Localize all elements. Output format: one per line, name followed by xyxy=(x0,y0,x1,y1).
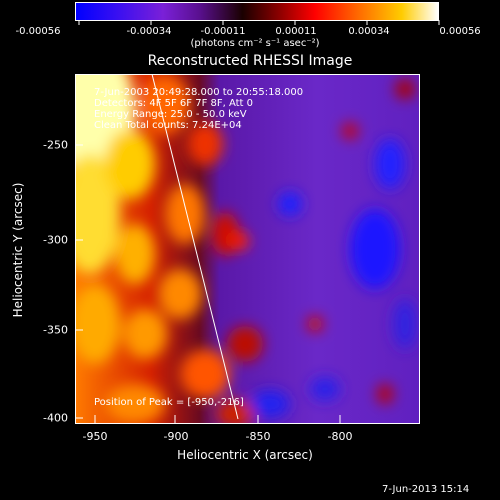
x-tick-label: -800 xyxy=(327,430,353,443)
x-tick-label: -950 xyxy=(82,430,108,443)
x-tick-label: -900 xyxy=(163,430,189,443)
plot-title: Reconstructed RHESSI Image xyxy=(147,53,353,69)
colorbar-tick-label: -0.00011 xyxy=(200,26,246,37)
peak-position-label: Position of Peak = [-950,-216] xyxy=(94,397,244,408)
y-tick-label: -300 xyxy=(43,233,68,247)
colorbar-tick-label: 0.00011 xyxy=(275,26,317,37)
colorbar-units-label: (photons cm⁻² s⁻¹ asec⁻²) xyxy=(190,38,320,49)
colorbar-ticks xyxy=(78,20,440,25)
y-tick-label: -400 xyxy=(43,411,68,425)
annotation-energy-range: Energy Range: 25.0 - 50.0 keV xyxy=(94,109,247,120)
rhessi-image xyxy=(75,74,420,424)
y-axis-title: Heliocentric Y (arcsec) xyxy=(11,182,25,318)
y-tick-label: -250 xyxy=(43,138,68,152)
annotation-time-range: 7-Jun-2003 20:49:28.000 to 20:55:18.000 xyxy=(94,87,304,98)
colorbar-tick-label: 0.00034 xyxy=(348,26,390,37)
colorbar-tick-label: -0.00056 xyxy=(15,26,61,37)
timestamp: 7-Jun-2013 15:14 xyxy=(382,484,470,495)
y-tick-label: -350 xyxy=(43,323,68,337)
annotation-detectors: Detectors: 4F 5F 6F 7F 8F, Att 0 xyxy=(94,98,254,109)
colorbar xyxy=(75,2,439,21)
x-axis-title: Heliocentric X (arcsec) xyxy=(177,448,313,462)
colorbar-tick-label: 0.00056 xyxy=(439,26,481,37)
colorbar-tick-label: -0.00034 xyxy=(126,26,172,37)
annotation-clean-total-counts: Clean Total counts: 7.24E+04 xyxy=(94,120,242,131)
x-tick-label: -850 xyxy=(245,430,271,443)
